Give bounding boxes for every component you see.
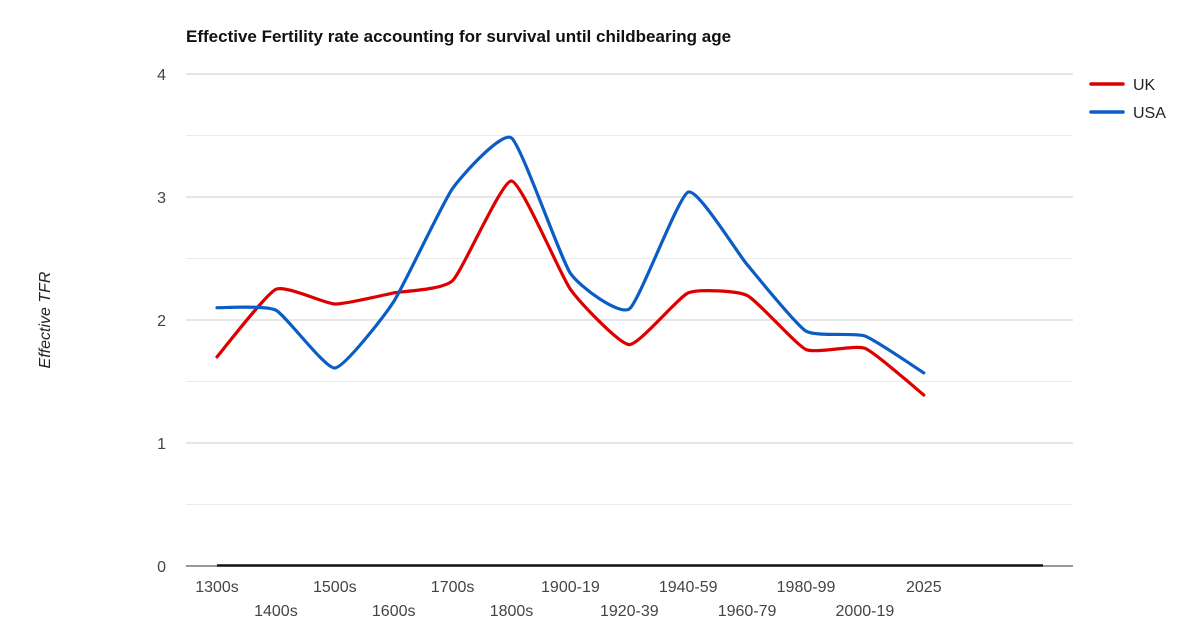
- x-tick-label: 1800s: [490, 603, 534, 620]
- legend-label-uk: UK: [1133, 77, 1156, 94]
- y-axis-title: Effective TFR: [37, 271, 54, 368]
- y-tick-label: 4: [157, 67, 166, 84]
- series-line-usa: [215, 135, 926, 375]
- x-tick-label: 1700s: [431, 579, 475, 596]
- x-tick-label: 1980-99: [777, 579, 836, 596]
- x-tick-label: 1900-19: [541, 579, 600, 596]
- x-tick-label: 2000-19: [836, 603, 895, 620]
- y-tick-label: 1: [157, 436, 166, 453]
- chart-title: Effective Fertility rate accounting for …: [186, 27, 731, 46]
- series-line-uk: [215, 179, 926, 397]
- gridlines: [186, 73, 1073, 567]
- x-tick-label: 1960-79: [718, 603, 777, 620]
- series-lines: [215, 135, 926, 397]
- legend: UK USA: [1089, 77, 1166, 122]
- x-tick-label: 1300s: [195, 579, 239, 596]
- legend-label-usa: USA: [1133, 105, 1166, 122]
- x-tick-label: 1400s: [254, 603, 298, 620]
- x-tick-label: 1600s: [372, 603, 416, 620]
- x-tick-label: 1500s: [313, 579, 357, 596]
- x-tick-label: 1940-59: [659, 579, 718, 596]
- x-tick-label: 2025: [906, 579, 942, 596]
- y-tick-label: 2: [157, 313, 166, 330]
- x-tick-label: 1920-39: [600, 603, 659, 620]
- x-axis-ticks: 1300s 1400s 1500s 1600s 1700s 1800s 1900-19192…: [195, 579, 941, 620]
- y-tick-label: 0: [157, 559, 166, 576]
- y-axis-ticks: 0 1 2 3 4: [157, 67, 166, 576]
- y-tick-label: 3: [157, 190, 166, 207]
